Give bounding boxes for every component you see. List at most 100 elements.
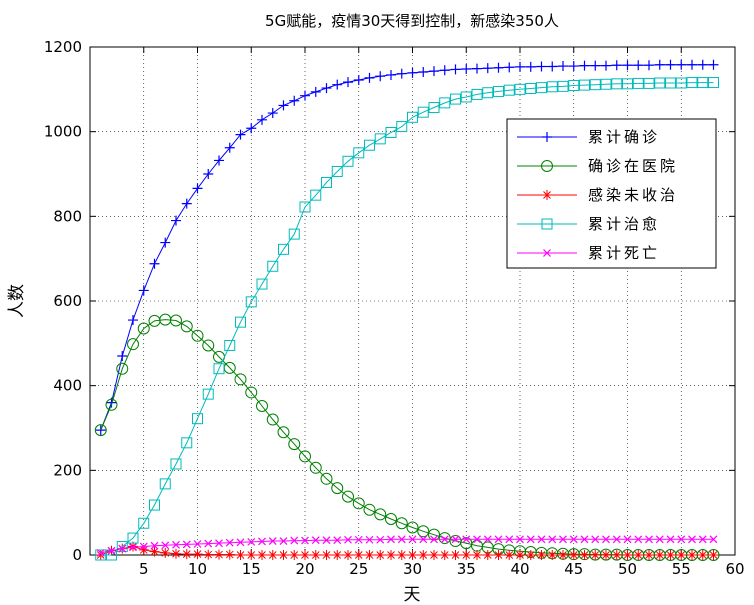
data-point — [203, 549, 214, 560]
data-point — [160, 547, 171, 558]
data-point — [321, 83, 332, 94]
data-point — [589, 79, 601, 91]
x-axis-label: 天 — [404, 585, 421, 605]
data-point — [697, 59, 708, 70]
data-point — [407, 550, 418, 560]
data-point — [665, 59, 676, 70]
data-point — [602, 535, 610, 544]
data-point — [245, 296, 257, 308]
chart-title: 5G赋能，疫情30天得到控制，新感染350人 — [265, 12, 559, 30]
data-point — [192, 549, 203, 560]
data-point — [149, 546, 160, 557]
data-point — [181, 549, 192, 560]
data-point — [472, 63, 482, 74]
data-point — [547, 550, 558, 560]
data-point — [503, 84, 515, 96]
data-point — [311, 536, 320, 545]
data-point — [406, 521, 419, 534]
data-point — [611, 60, 622, 71]
data-point — [139, 542, 148, 551]
data-point — [202, 388, 214, 400]
data-point — [224, 142, 235, 153]
data-point — [343, 550, 353, 560]
data-point — [622, 60, 633, 71]
data-point — [105, 398, 118, 411]
legend-item: 累计治愈 — [517, 215, 657, 233]
data-point — [408, 535, 417, 544]
data-point — [94, 424, 107, 437]
data-point — [557, 80, 569, 92]
data-point — [600, 78, 612, 90]
legend-marker — [543, 249, 551, 257]
data-point — [655, 535, 664, 544]
data-point — [698, 535, 707, 544]
data-point — [407, 111, 418, 123]
data-point — [536, 61, 547, 72]
data-point — [407, 67, 418, 78]
data-point — [117, 351, 128, 362]
data-point — [129, 543, 137, 552]
data-point — [622, 78, 633, 90]
x-tick-label: 35 — [457, 560, 476, 578]
data-point — [171, 215, 181, 226]
y-axis-label: 人数 — [7, 284, 27, 318]
data-point — [161, 541, 170, 550]
legend-box — [506, 118, 717, 269]
data-point — [344, 535, 352, 544]
data-point — [451, 535, 460, 544]
data-point — [395, 517, 408, 530]
data-point — [666, 535, 675, 544]
data-point — [353, 75, 364, 86]
data-point — [483, 535, 492, 544]
data-point — [138, 285, 149, 296]
data-point — [310, 550, 321, 560]
data-point — [590, 550, 601, 560]
x-axis: 5 10 15 20 25 30 35 40 45 50 55 60 — [139, 47, 745, 578]
data-point — [300, 90, 310, 101]
data-point — [279, 537, 288, 545]
data-point — [320, 472, 333, 485]
data-point — [332, 550, 343, 560]
legend-item: 累计死亡 — [517, 244, 660, 262]
data-point — [493, 62, 504, 73]
data-point — [473, 535, 481, 544]
data-point — [321, 550, 332, 560]
data-point — [590, 60, 601, 71]
data-point — [193, 540, 202, 548]
data-point — [353, 147, 365, 159]
data-point — [438, 532, 451, 545]
data-point — [611, 78, 623, 90]
legend-label: 累计死亡 — [588, 244, 660, 262]
x-tick-label: 55 — [672, 560, 691, 578]
data-point — [687, 59, 697, 70]
data-point — [548, 535, 557, 544]
y-tick-label: 600 — [53, 292, 82, 310]
data-point — [504, 62, 515, 73]
data-point — [149, 258, 160, 269]
data-point — [644, 60, 654, 71]
data-point — [138, 517, 150, 529]
data-point — [536, 82, 547, 94]
x-tick-label: 15 — [242, 560, 261, 578]
legend-item: 感染未收治 — [517, 186, 675, 204]
y-tick-label: 200 — [53, 461, 82, 479]
data-point — [266, 413, 279, 426]
data-point — [559, 535, 567, 544]
data-point — [299, 450, 311, 463]
x-tick-label: 25 — [349, 560, 368, 578]
data-point — [246, 550, 257, 560]
data-point — [96, 548, 105, 557]
data-point — [677, 535, 686, 544]
data-point — [645, 535, 653, 544]
data-point — [482, 87, 494, 99]
data-point — [181, 437, 193, 449]
data-point — [256, 278, 268, 290]
data-point — [116, 541, 128, 553]
data-point — [245, 386, 258, 399]
data-point — [309, 461, 322, 474]
x-tick-label: 40 — [510, 560, 529, 578]
data-point — [128, 315, 138, 326]
data-point — [430, 535, 438, 544]
x-tick-label: 45 — [564, 560, 583, 578]
